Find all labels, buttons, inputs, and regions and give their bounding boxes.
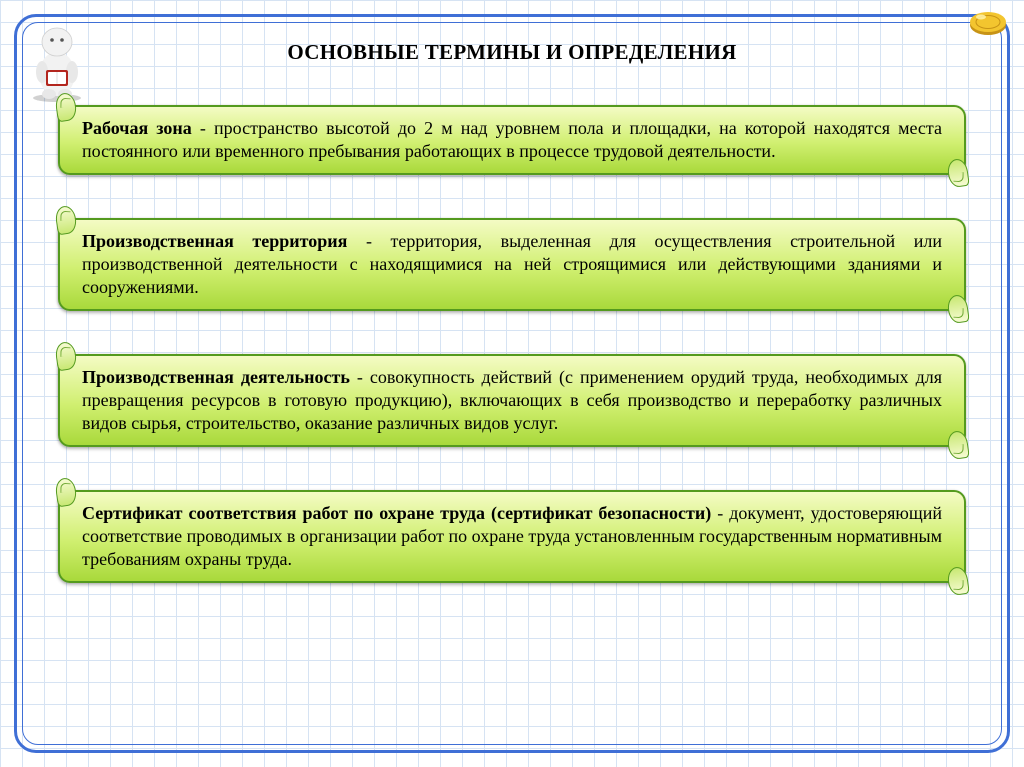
definition-card: Рабочая зона - пространство высотой до 2… [58, 105, 966, 175]
definition-text: - пространство высотой до 2 м над уровне… [82, 118, 942, 161]
slide-title: ОСНОВНЫЕ ТЕРМИНЫ И ОПРЕДЕЛЕНИЯ [0, 40, 1024, 65]
term-label: Рабочая зона [82, 118, 192, 138]
coin-icon [966, 8, 1010, 38]
scroll-curl-icon [54, 205, 78, 236]
term-label: Производственная территория [82, 231, 347, 251]
term-label: Производственная деятельность [82, 367, 350, 387]
scroll-curl-icon [54, 341, 78, 372]
scroll-curl-icon [54, 477, 78, 508]
definition-card: Производственная территория - территория… [58, 218, 966, 311]
term-label: Сертификат соответствия работ по охране … [82, 503, 711, 523]
cards-container: Рабочая зона - пространство высотой до 2… [58, 105, 966, 737]
definition-card: Сертификат соответствия работ по охране … [58, 490, 966, 583]
definition-card: Производственная деятельность - совокупн… [58, 354, 966, 447]
